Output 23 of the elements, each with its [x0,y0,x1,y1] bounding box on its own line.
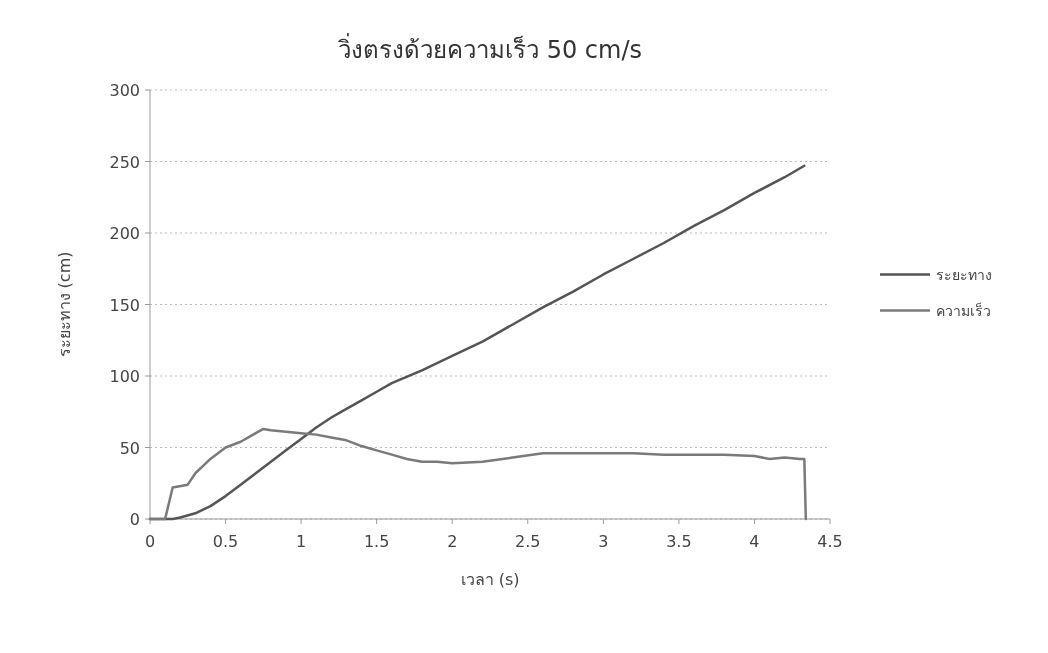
y-tick-label: 0 [129,510,140,529]
chart-title: วิ่งตรงด้วยความเร็ว 50 cm/s [337,33,642,64]
x-tick-label: 0 [144,532,156,551]
line-series [148,427,808,521]
y-tick-label: 250 [109,152,140,172]
x-tick-label: 0.5 [212,532,239,551]
legend-label: ความเร็ว [936,301,991,319]
x-tick-label: 2 [447,532,458,551]
x-tick-label: 3.5 [666,532,692,551]
y-tick-label: 50 [119,438,140,458]
x-tick-label: 3 [598,532,609,551]
x-tick-label: 4 [749,532,760,551]
x-tick-label: 2.5 [515,532,541,551]
x-tick-label: 1.5 [363,532,390,551]
x-tick-label: 1 [296,532,307,551]
x-axis-title: เวลา (s) [460,570,520,589]
y-tick-label: 150 [109,295,140,315]
legend-label: ระยะทาง [936,266,992,283]
y-tick-label: 100 [109,367,140,386]
x-tick-label: 4.5 [817,532,843,551]
y-tick-label: 300 [109,81,140,100]
y-axis-title: ระยะทาง (cm) [55,251,74,358]
y-tick-label: 200 [109,224,140,243]
